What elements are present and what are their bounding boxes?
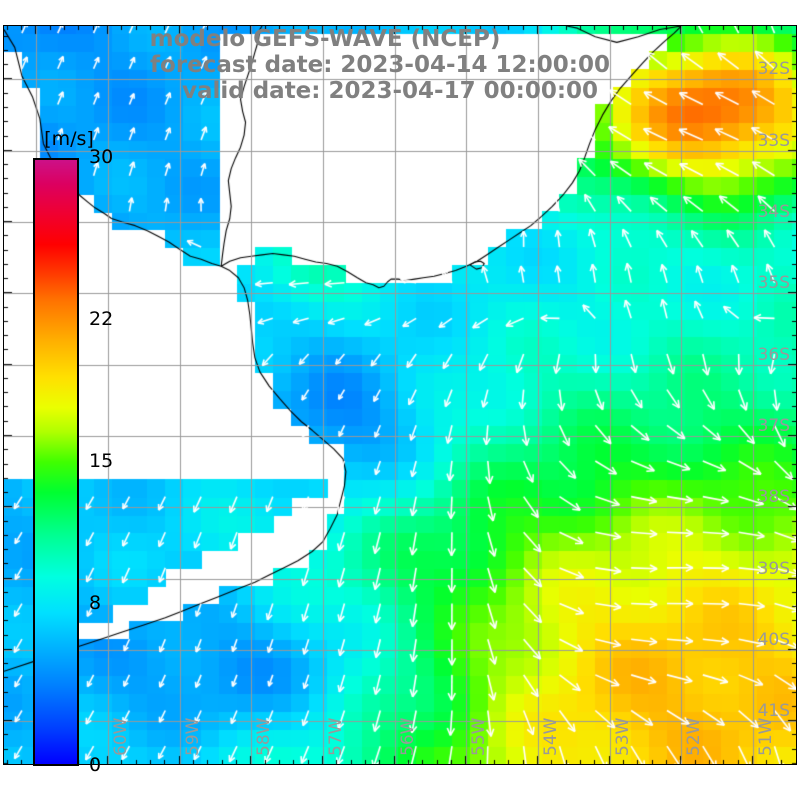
lon-label-51w: 51W — [755, 717, 776, 756]
wind-direction-arrows — [4, 26, 796, 764]
top-axis-ticks — [3, 25, 797, 37]
colorbar-tick-0: 0 — [89, 754, 102, 776]
bottom-axis-ticks — [3, 753, 797, 765]
colorbar-tick-22: 22 — [89, 308, 114, 331]
colorbar-tick-30: 30 — [89, 146, 114, 168]
lon-label-53w: 53W — [612, 717, 633, 756]
lat-label-39s: 39S — [757, 558, 790, 579]
lat-label-35s: 35S — [757, 273, 790, 294]
lon-label-55w: 55W — [469, 717, 490, 756]
lat-label-34s: 34S — [757, 202, 790, 223]
right-axis-ticks — [785, 25, 797, 765]
lon-label-59w: 59W — [182, 717, 203, 756]
lon-label-58w: 58W — [254, 717, 275, 756]
lat-label-32s: 32S — [757, 59, 790, 80]
lat-label-40s: 40S — [757, 629, 790, 650]
lon-label-57w: 57W — [325, 717, 346, 756]
colorbar-tick-8: 8 — [89, 591, 102, 614]
lat-label-36s: 36S — [757, 344, 790, 365]
lat-label-38s: 38S — [757, 487, 790, 508]
colorbar-units-label: [m/s] — [44, 128, 94, 150]
lat-label-37s: 37S — [757, 416, 790, 436]
lon-label-56w: 56W — [397, 717, 418, 756]
lat-label-33s: 33S — [757, 130, 790, 151]
colorbar-tick-15: 15 — [89, 450, 114, 472]
lat-label-41s: 41S — [757, 701, 790, 722]
lon-label-52w: 52W — [684, 717, 705, 756]
left-axis-ticks — [3, 25, 15, 765]
colorbar-gradient — [33, 158, 79, 766]
lon-label-60w: 60W — [110, 717, 131, 756]
lon-label-54w: 54W — [540, 717, 561, 756]
